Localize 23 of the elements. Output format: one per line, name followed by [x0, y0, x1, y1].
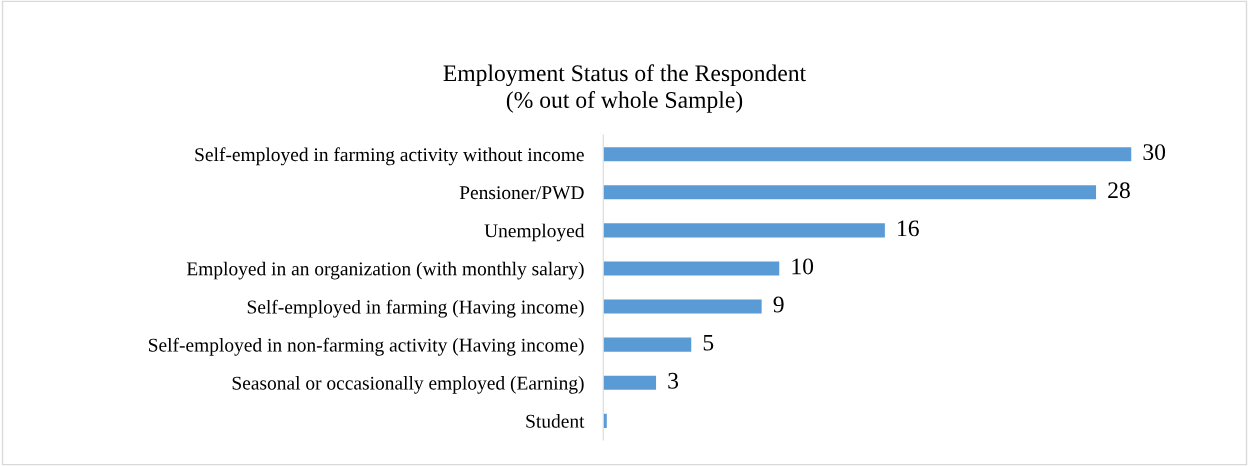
y-tick-label: Unemployed: [484, 223, 585, 242]
y-tick-label: Self-employed in farming (Having income): [247, 299, 584, 318]
y-tick-label: Self-employed in non-farming activity (Having income): [148, 337, 584, 356]
bar: [603, 337, 692, 352]
y-tick-label: Self-employed in farming activity without income: [195, 147, 584, 166]
data-label: 30: [1143, 144, 1166, 161]
y-tick-label: Employed in an organization (with monthly salary): [186, 261, 584, 280]
data-label: 16: [898, 220, 919, 237]
y-tick-label: Seasonal or occasionally employed (Earning): [232, 376, 584, 394]
y-tick-label: Student: [526, 414, 585, 428]
data-label: 28: [1108, 182, 1130, 199]
bar: [603, 147, 1132, 162]
data-label: 5: [703, 334, 714, 351]
bar: [603, 299, 762, 314]
bar: [603, 223, 885, 238]
bar: [603, 375, 657, 390]
data-label: 3: [668, 372, 679, 389]
bar: [603, 261, 780, 276]
y-tick-label: Pensioner/PWD: [459, 186, 584, 200]
data-label: 10: [792, 258, 814, 275]
chart-title: Employment Status of the Respondent (% out of whole Sample): [443, 64, 807, 113]
data-label: 9: [773, 296, 784, 313]
bar: [603, 185, 1097, 200]
